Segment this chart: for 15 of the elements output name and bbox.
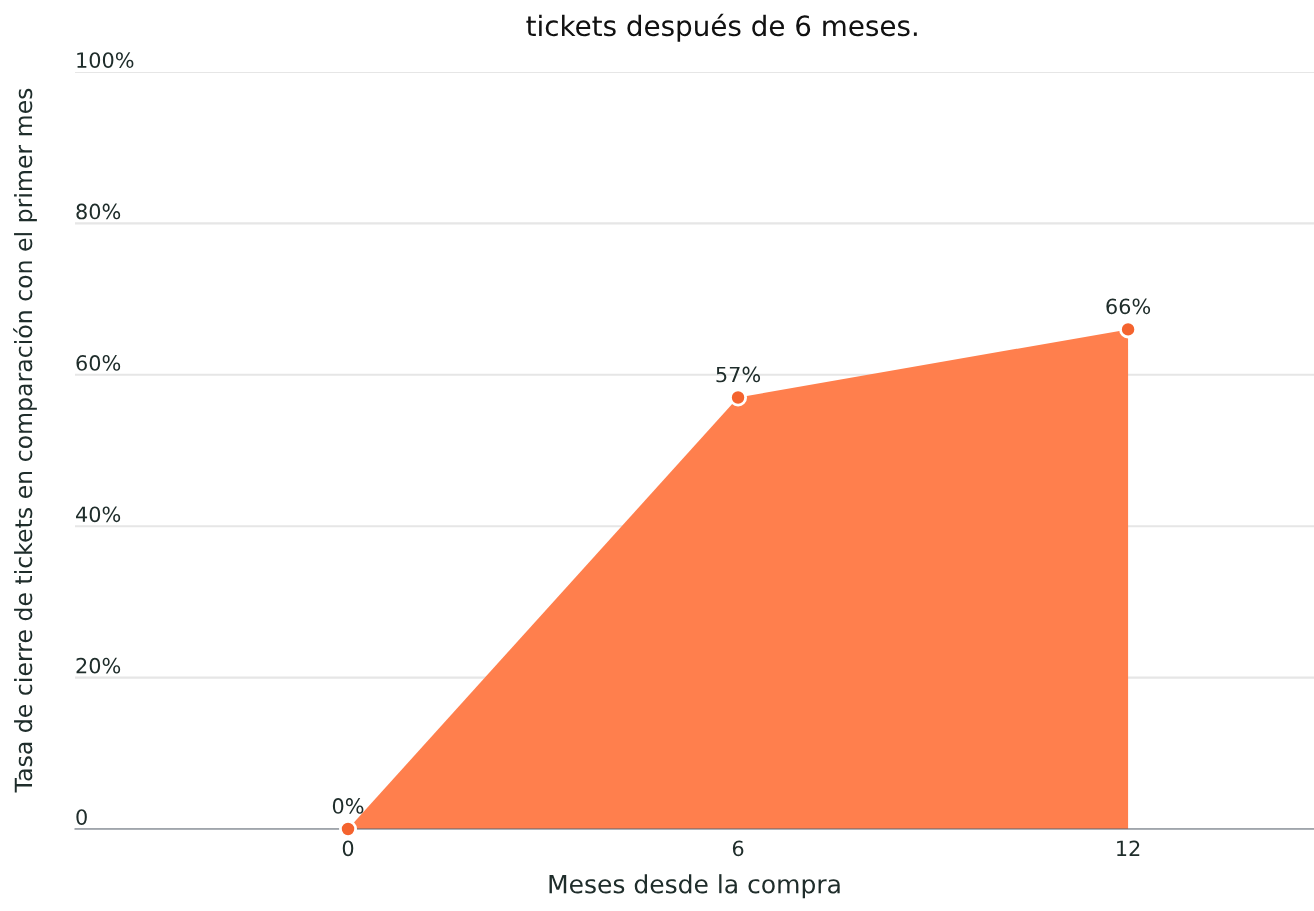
data-label: 57% [716,366,761,383]
y-tick-label: 60% [76,355,121,371]
chart-title: tickets después de 6 meses. [526,13,917,42]
data-label: 0% [332,798,364,814]
x-tick-label: 6 [732,840,744,857]
y-tick-label: 0 [76,809,87,825]
y-tick-label: 100% [77,52,134,68]
x-tick-label: 0 [342,840,354,857]
y-tick-label: 40% [76,506,121,523]
x-tick-label: 12 [1117,840,1140,856]
y-tick-label: 20% [76,657,121,674]
data-label: 66% [1106,298,1151,315]
x-axis-title: Meses desde la compra [549,874,840,899]
y-tick-label: 80% [76,203,121,220]
y-axis-title: Tasa de cierre de tickets en comparación con el primer mes [13,88,37,793]
